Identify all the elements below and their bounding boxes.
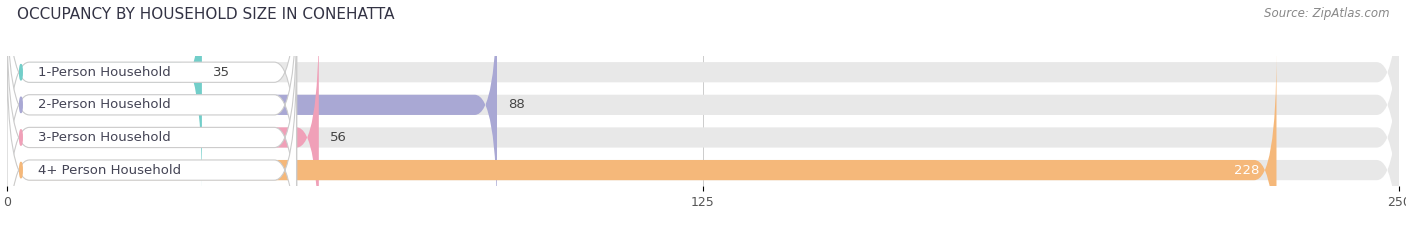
FancyBboxPatch shape: [7, 0, 1399, 225]
Circle shape: [20, 162, 22, 178]
FancyBboxPatch shape: [7, 17, 1399, 233]
FancyBboxPatch shape: [7, 0, 297, 193]
Text: 2-Person Household: 2-Person Household: [38, 98, 170, 111]
FancyBboxPatch shape: [7, 0, 1399, 193]
Text: 35: 35: [214, 66, 231, 79]
FancyBboxPatch shape: [7, 17, 297, 233]
FancyBboxPatch shape: [7, 0, 202, 193]
Text: 88: 88: [508, 98, 524, 111]
Text: Source: ZipAtlas.com: Source: ZipAtlas.com: [1264, 7, 1389, 20]
Text: 4+ Person Household: 4+ Person Household: [38, 164, 181, 177]
Text: 228: 228: [1234, 164, 1260, 177]
Circle shape: [20, 130, 22, 145]
FancyBboxPatch shape: [7, 0, 297, 225]
Circle shape: [20, 97, 22, 113]
FancyBboxPatch shape: [7, 50, 297, 233]
FancyBboxPatch shape: [7, 17, 319, 233]
Text: 3-Person Household: 3-Person Household: [38, 131, 170, 144]
FancyBboxPatch shape: [7, 0, 496, 225]
Text: 1-Person Household: 1-Person Household: [38, 66, 170, 79]
FancyBboxPatch shape: [7, 50, 1399, 233]
Text: OCCUPANCY BY HOUSEHOLD SIZE IN CONEHATTA: OCCUPANCY BY HOUSEHOLD SIZE IN CONEHATTA: [17, 7, 394, 22]
FancyBboxPatch shape: [7, 50, 1277, 233]
Text: 56: 56: [330, 131, 347, 144]
Circle shape: [20, 65, 22, 80]
